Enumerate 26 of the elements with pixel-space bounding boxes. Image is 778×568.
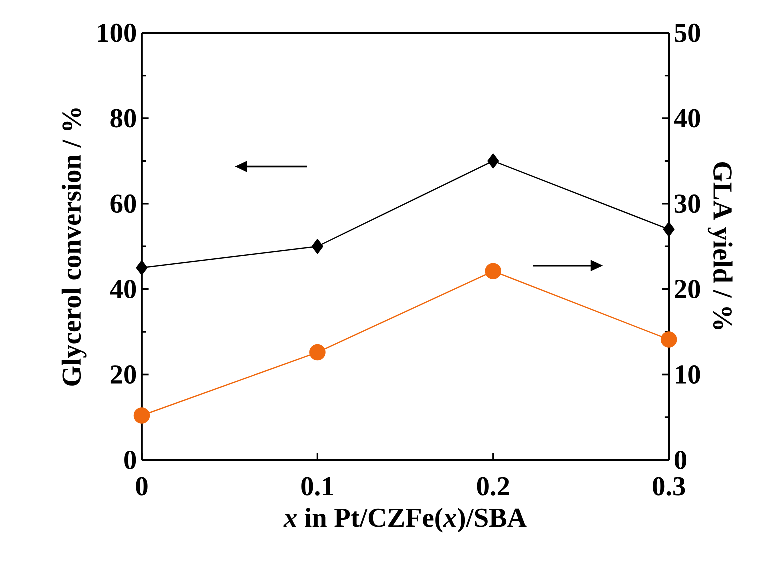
x-tick-label: 0.1: [302, 477, 334, 496]
y2-tick-label: 50: [675, 24, 700, 42]
y2-tick-label: 10: [676, 365, 700, 384]
point: [660, 331, 678, 348]
y2-tick-label: 0: [674, 450, 687, 470]
point: [134, 407, 150, 424]
y-tick-label: 60: [110, 194, 136, 213]
y2-tick-label: 20: [675, 280, 700, 298]
y-tick-label: 80: [110, 109, 136, 128]
x-axis-title: x in Pt/CZFe(x)/SBA: [284, 508, 527, 533]
point: [310, 344, 326, 361]
y2-axis-title: GLA yield / %: [708, 162, 733, 330]
x-tick-label: 0: [136, 477, 148, 496]
point: [312, 239, 324, 254]
y-tick-label: 20: [110, 365, 136, 384]
y-tick-label: 100: [98, 24, 136, 42]
y2-tick-label: 30: [674, 194, 700, 213]
point: [488, 154, 500, 168]
y-tick-label: 40: [110, 280, 136, 298]
y2-tick-label: 40: [674, 109, 700, 128]
x-tick-label: 0.2: [477, 477, 510, 496]
point: [485, 263, 502, 280]
y-tick-label: 0: [124, 450, 136, 470]
y-axis-title: Glycerol conversion / %: [62, 108, 87, 386]
x-tick-label: 0.3: [653, 477, 686, 496]
point: [136, 260, 148, 276]
